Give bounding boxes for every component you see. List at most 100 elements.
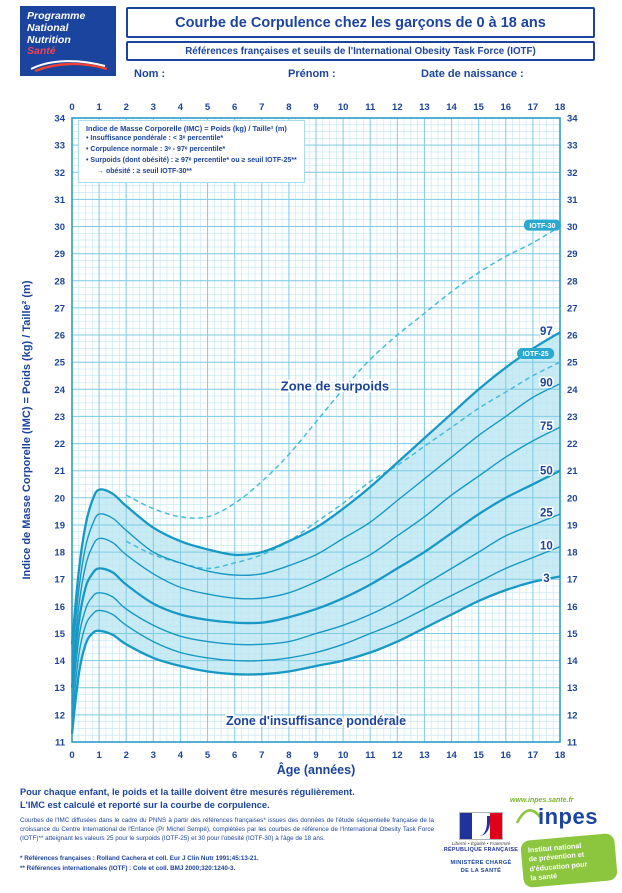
svg-text:7: 7 xyxy=(259,750,264,761)
svg-text:10: 10 xyxy=(338,102,349,113)
svg-text:13: 13 xyxy=(54,683,65,694)
curve-label-P90: 90 xyxy=(540,378,553,390)
svg-text:IOTF-30: IOTF-30 xyxy=(529,223,555,230)
ministry-logo: Liberté • Égalité • Fraternité RÉPUBLIQU… xyxy=(443,812,519,875)
svg-text:20: 20 xyxy=(567,493,578,504)
curve-label-IOTF-30: IOTF-30 xyxy=(523,219,561,231)
svg-text:18: 18 xyxy=(555,750,566,761)
curve-P50 xyxy=(70,469,561,688)
svg-text:16: 16 xyxy=(500,102,511,113)
axis-ticks: 0011223344556677889910101111121213131414… xyxy=(54,102,578,761)
svg-text:25: 25 xyxy=(567,358,578,369)
curve-P3 xyxy=(70,575,561,735)
svg-text:13: 13 xyxy=(567,683,578,694)
svg-text:15: 15 xyxy=(473,750,484,761)
svg-text:14: 14 xyxy=(54,656,65,667)
pnns-logo-line3: Nutrition xyxy=(27,33,71,46)
svg-text:22: 22 xyxy=(567,439,578,450)
patient-fields-row: Nom : Prénom : Date de naissance : xyxy=(126,66,595,86)
svg-text:24: 24 xyxy=(54,385,65,396)
svg-text:IOTF-25: IOTF-25 xyxy=(523,351,549,358)
svg-text:5: 5 xyxy=(205,102,211,113)
svg-text:14: 14 xyxy=(446,750,457,761)
chart-legend-box: Indice de Masse Corporelle (IMC) = Poids… xyxy=(78,120,305,183)
chart-title-box: Courbe de Corpulence chez les garçons de… xyxy=(126,7,595,38)
svg-text:34: 34 xyxy=(567,114,578,125)
footer-reference-french: * Références françaises : Rolland Cacher… xyxy=(20,855,259,862)
svg-text:3: 3 xyxy=(151,102,156,113)
svg-text:10: 10 xyxy=(338,750,349,761)
svg-text:0: 0 xyxy=(69,102,74,113)
legend-title: Indice de Masse Corporelle (IMC) = Poids… xyxy=(86,124,287,133)
svg-text:31: 31 xyxy=(54,195,65,206)
svg-text:1: 1 xyxy=(96,102,102,113)
legend-line-underweight: • Insuffisance pondérale : < 3ᵉ percenti… xyxy=(86,135,224,143)
svg-text:3: 3 xyxy=(151,750,156,761)
svg-text:19: 19 xyxy=(567,520,578,531)
svg-text:20: 20 xyxy=(54,493,65,504)
curve-P10 xyxy=(71,546,561,718)
inpes-tagline-box: Institut national de prévention et d'édu… xyxy=(520,832,618,889)
ministry-line2: DE LA SANTÉ xyxy=(460,867,502,874)
zone-label-1: Zone d'insuffisance pondérale xyxy=(226,714,406,728)
svg-text:23: 23 xyxy=(54,412,65,423)
svg-text:26: 26 xyxy=(567,331,578,342)
svg-text:9: 9 xyxy=(313,750,318,761)
svg-text:30: 30 xyxy=(567,222,578,233)
svg-text:30: 30 xyxy=(54,222,65,233)
name-label: Nom : xyxy=(134,68,166,80)
svg-text:27: 27 xyxy=(567,303,578,314)
pnns-logo-line2: National xyxy=(27,21,69,34)
svg-text:22: 22 xyxy=(54,439,65,450)
svg-text:29: 29 xyxy=(54,249,65,260)
svg-text:11: 11 xyxy=(567,738,578,749)
svg-text:13: 13 xyxy=(419,102,430,113)
svg-text:25: 25 xyxy=(54,358,65,369)
curve-label-P75: 75 xyxy=(540,421,553,433)
footer-reference-iotf: ** Références internationales (IOTF) : C… xyxy=(20,865,236,872)
svg-text:23: 23 xyxy=(567,412,578,423)
pnns-swoosh-icon xyxy=(30,60,108,73)
svg-text:2: 2 xyxy=(124,102,129,113)
svg-text:28: 28 xyxy=(54,276,65,287)
svg-text:8: 8 xyxy=(286,750,291,761)
svg-text:33: 33 xyxy=(567,141,578,152)
chart-subtitle-box: Références françaises et seuils de l'Int… xyxy=(126,41,595,61)
y-axis-label: Indice de Masse Corporelle (IMC) = Poids… xyxy=(21,280,33,579)
svg-text:21: 21 xyxy=(54,466,65,477)
french-flag-icon xyxy=(459,812,503,840)
footer-instruction-1: Pour chaque enfant, le poids et la taill… xyxy=(20,787,355,797)
svg-text:15: 15 xyxy=(473,102,484,113)
svg-text:11: 11 xyxy=(55,738,66,749)
svg-text:31: 31 xyxy=(567,195,578,206)
x-axis-label: Âge (années) xyxy=(277,762,356,777)
svg-text:32: 32 xyxy=(54,168,65,179)
footer-small-print: Courbes de l'IMC diffusées dans le cadre… xyxy=(20,817,434,842)
svg-text:5: 5 xyxy=(205,750,211,761)
svg-text:17: 17 xyxy=(54,575,65,586)
curve-IOTF-30 xyxy=(125,225,561,519)
svg-text:6: 6 xyxy=(232,102,237,113)
svg-text:17: 17 xyxy=(567,575,578,586)
pnns-logo: Programme National Nutrition Santé xyxy=(20,6,116,76)
svg-text:11: 11 xyxy=(365,750,376,761)
curve-label-P50: 50 xyxy=(540,466,553,478)
svg-text:27: 27 xyxy=(54,303,65,314)
svg-text:16: 16 xyxy=(54,602,65,613)
pnns-logo-line1: Programme xyxy=(27,10,86,22)
curve-label-P3: 3 xyxy=(543,573,549,585)
svg-text:16: 16 xyxy=(567,602,578,613)
firstname-label: Prénom : xyxy=(288,68,336,80)
curve-P90 xyxy=(71,383,561,661)
svg-text:6: 6 xyxy=(232,750,237,761)
inpes-wordmark: inpes xyxy=(538,804,598,829)
svg-text:9: 9 xyxy=(313,102,318,113)
svg-text:18: 18 xyxy=(567,548,578,559)
legend-line-overweight: • Surpoids (dont obésité) : ≥ 97ᵉ percen… xyxy=(86,157,297,165)
svg-text:19: 19 xyxy=(54,520,65,531)
curve-P75 xyxy=(71,426,561,675)
svg-text:29: 29 xyxy=(567,249,578,260)
ministry-line1: MINISTÈRE CHARGÉ xyxy=(450,860,512,866)
